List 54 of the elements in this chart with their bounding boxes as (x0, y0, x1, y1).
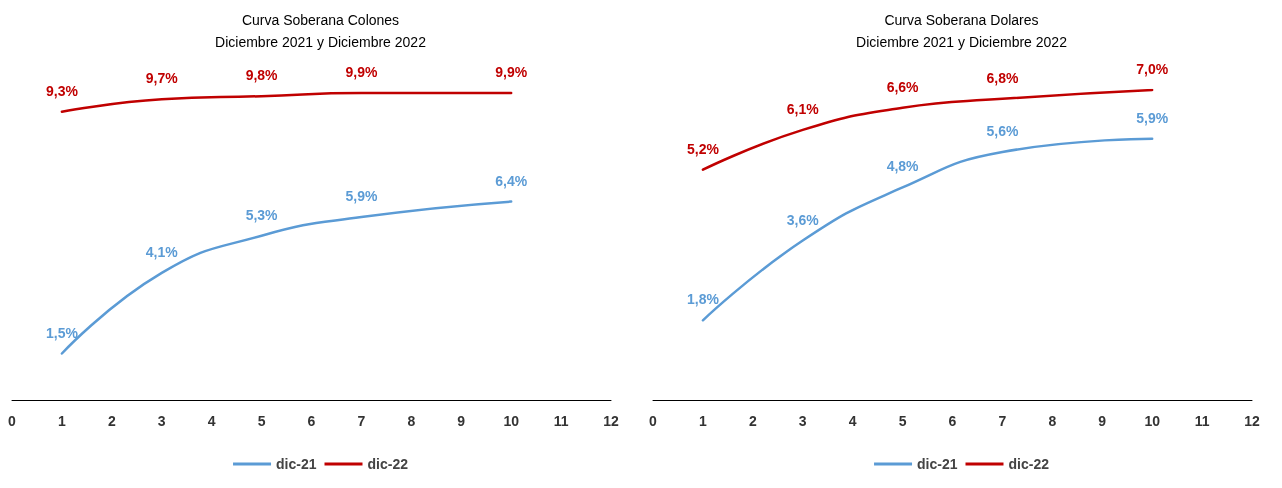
chart-subtitle: Diciembre 2021 y Diciembre 2022 (215, 34, 427, 50)
x-tick-label: 1 (699, 413, 708, 429)
data-label: 9,7% (145, 70, 179, 87)
chart-title: Curva Soberana Colones (241, 12, 400, 28)
data-label: 6,6% (886, 78, 920, 95)
legend-label: dic-21 (276, 456, 317, 472)
data-label: 1,5% (45, 324, 79, 341)
data-label: 9,9% (345, 64, 378, 81)
chart-title: Curva Soberana Dolares (884, 12, 1039, 28)
x-tick-label: 3 (798, 413, 807, 429)
legend-label: dic-22 (1008, 456, 1050, 472)
data-label: 9,9% (495, 64, 528, 81)
data-label: 9,3% (45, 82, 79, 99)
data-label: 9,8% (245, 67, 279, 84)
x-tick-label: 4 (207, 413, 216, 429)
x-tick-label: 10 (503, 413, 520, 429)
x-tick-label: 6 (307, 413, 316, 429)
data-label: 5,9% (345, 188, 378, 205)
x-tick-label: 8 (407, 413, 416, 429)
x-tick-label: 0 (8, 413, 17, 429)
data-label: 1,8% (686, 291, 720, 308)
data-label: 4,8% (886, 158, 920, 175)
x-tick-label: 7 (357, 413, 366, 429)
data-label: 5,9% (1136, 109, 1169, 126)
data-label: 6,1% (786, 100, 820, 117)
x-tick-label: 9 (1098, 413, 1107, 429)
x-tick-label: 1 (58, 413, 67, 429)
data-label: 5,3% (245, 206, 279, 223)
x-tick-label: 8 (1048, 413, 1057, 429)
chart-subtitle: Diciembre 2021 y Diciembre 2022 (856, 34, 1068, 50)
x-tick-label: 5 (898, 413, 907, 429)
x-tick-label: 10 (1144, 413, 1161, 429)
x-tick-label: 2 (107, 413, 116, 429)
data-label: 3,6% (786, 211, 820, 228)
x-tick-label: 9 (457, 413, 466, 429)
x-tick-label: 4 (848, 413, 857, 429)
x-tick-label: 12 (603, 413, 619, 429)
data-label: 6,8% (986, 69, 1019, 86)
x-tick-label: 11 (1194, 413, 1210, 429)
x-tick-label: 6 (948, 413, 957, 429)
legend-label: dic-22 (367, 456, 409, 472)
x-tick-label: 3 (157, 413, 166, 429)
legend-label: dic-21 (917, 456, 958, 472)
data-label: 5,2% (686, 140, 720, 157)
x-tick-label: 5 (257, 413, 266, 429)
x-tick-label: 0 (649, 413, 658, 429)
x-tick-label: 2 (748, 413, 757, 429)
x-tick-label: 12 (1244, 413, 1260, 429)
x-tick-label: 7 (998, 413, 1007, 429)
x-tick-label: 11 (553, 413, 569, 429)
data-label: 6,4% (495, 172, 528, 189)
data-label: 4,1% (145, 243, 179, 260)
data-label: 5,6% (986, 123, 1019, 139)
data-label: 7,0% (1136, 61, 1169, 77)
